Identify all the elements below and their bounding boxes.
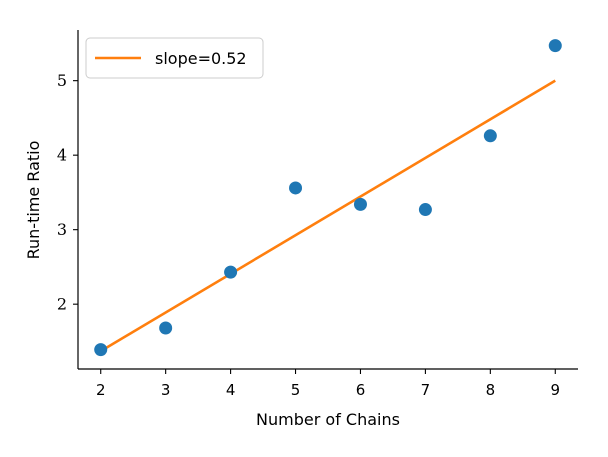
scatter-point — [224, 265, 238, 279]
scatter-point — [94, 343, 108, 357]
scatter-point — [418, 203, 432, 217]
y-tick-label: 5 — [57, 71, 67, 90]
y-axis-title: Run-time Ratio — [24, 141, 43, 260]
x-tick-label: 5 — [291, 381, 301, 399]
x-tick-label: 7 — [421, 381, 431, 399]
legend-box — [85, 37, 264, 79]
x-tick-label: 4 — [226, 381, 236, 399]
x-tick-label: 6 — [356, 381, 366, 399]
y-tick-label: 2 — [57, 295, 67, 314]
x-tick-label: 3 — [161, 381, 171, 399]
x-ticks: 2 3 4 5 6 7 8 9 — [96, 369, 560, 399]
series-layer — [94, 39, 562, 357]
scatter-point — [353, 197, 367, 211]
scatter-point — [289, 181, 303, 195]
y-tick-label: 4 — [57, 146, 67, 165]
fit-line — [100, 79, 556, 353]
x-tick-label: 9 — [550, 381, 560, 399]
legend-label: slope=0.52 — [155, 49, 247, 68]
legend: slope=0.52 — [85, 37, 264, 79]
y-ticks: 2 3 4 5 — [57, 71, 78, 314]
scatter-point — [548, 39, 562, 53]
x-axis-title: Number of Chains — [256, 410, 400, 429]
y-tick-label: 3 — [57, 220, 67, 239]
x-tick-label: 8 — [486, 381, 496, 399]
scatter-point — [159, 321, 173, 335]
x-tick-label: 2 — [96, 381, 106, 399]
scatter-point — [483, 129, 497, 143]
plot-area: 2 3 4 5 6 7 8 9 2 3 4 5 — [57, 30, 578, 399]
